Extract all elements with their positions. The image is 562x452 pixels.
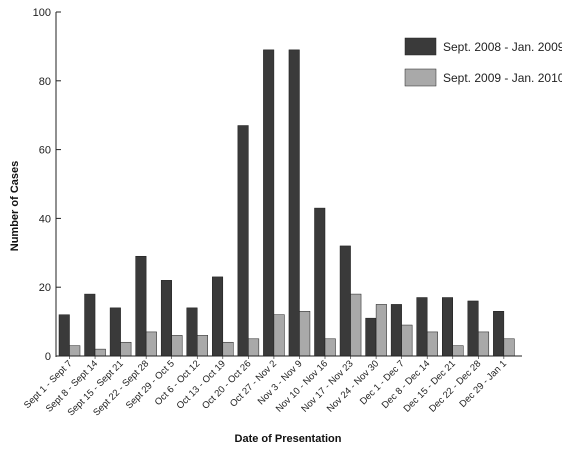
- legend-swatch-series-1: [404, 68, 437, 87]
- bar-series-0-16: [467, 300, 479, 357]
- axes-group: [55, 12, 522, 357]
- bar-series-1-8: [273, 314, 285, 357]
- bar-series-1-10: [324, 338, 336, 357]
- y-tick-label-4: 80: [39, 76, 51, 88]
- bar-series-0-8: [263, 49, 275, 357]
- bar-series-0-11: [339, 245, 351, 357]
- bar-series-1-1: [94, 348, 106, 357]
- bar-series-0-10: [314, 207, 326, 357]
- bar-series-1-14: [426, 331, 438, 357]
- bar-series-1-5: [197, 335, 208, 357]
- bar-series-0-15: [442, 297, 453, 357]
- bar-series-0-12: [365, 317, 377, 357]
- bar-series-0-1: [84, 293, 96, 357]
- bar-series-1-7: [248, 338, 260, 357]
- y-tick-label-1: 20: [39, 282, 51, 294]
- bar-series-1-0: [69, 345, 81, 357]
- bar-series-1-12: [375, 304, 387, 357]
- bar-series-1-3: [145, 331, 157, 357]
- legend-label-series-0: Sept. 2008 - Jan. 2009: [443, 40, 562, 54]
- y-ticks-group: 0 20 40 60 80 100: [33, 7, 61, 363]
- bar-series-0-4: [160, 280, 172, 357]
- bar-series-0-2: [109, 307, 121, 357]
- y-tick-label-3: 60: [39, 145, 51, 157]
- bar-series-1-16: [478, 331, 490, 357]
- bar-series-1-15: [452, 345, 464, 357]
- y-axis-title: Number of Cases: [9, 161, 21, 251]
- x-axis-title: Date of Presentation: [235, 433, 342, 445]
- legend-swatch-series-0: [404, 37, 437, 56]
- bar-series-0-6: [212, 276, 224, 357]
- bar-series-1-6: [222, 341, 234, 357]
- bar-series-0-14: [416, 297, 428, 357]
- bar-series-0-17: [493, 311, 505, 357]
- bar-series-0-13: [390, 304, 402, 357]
- legend: Sept. 2008 - Jan. 2009 Sept. 2009 - Jan.…: [404, 37, 562, 87]
- bar-series-1-2: [120, 341, 132, 357]
- bar-series-1-9: [299, 311, 311, 357]
- bars-group: [58, 49, 515, 357]
- y-tick-label-0: 0: [45, 351, 51, 363]
- bar-series-1-4: [171, 335, 183, 357]
- legend-label-series-1: Sept. 2009 - Jan. 2010: [443, 71, 562, 85]
- bar-series-0-0: [58, 314, 70, 357]
- bar-series-1-11: [350, 293, 362, 357]
- y-tick-label-2: 40: [39, 213, 51, 225]
- y-tick-label-5: 100: [33, 7, 51, 19]
- bar-series-1-17: [503, 338, 515, 357]
- bar-series-0-7: [237, 125, 249, 357]
- bar-series-0-9: [288, 49, 300, 357]
- bar-series-0-3: [135, 255, 147, 357]
- bar-series-1-13: [401, 324, 413, 357]
- bar-series-0-5: [186, 307, 198, 357]
